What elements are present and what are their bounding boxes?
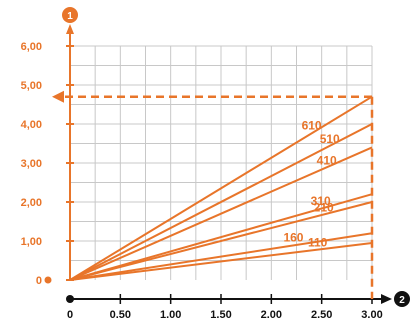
series-label-510: 510 [320, 132, 340, 146]
series-label-310: 310 [311, 194, 331, 208]
series-label-110: 110 [308, 236, 328, 250]
y-axis-marker-badge [62, 7, 78, 23]
series-label-210: 210 [314, 200, 334, 214]
x-origin-dot [66, 295, 74, 303]
x-tick-label: 0 [67, 309, 73, 321]
series-line-160 [69, 232, 373, 281]
x-tick-label: 1.00 [160, 309, 181, 321]
y-tick-label: 4,00 [21, 119, 42, 131]
axis-markers: 12 [62, 7, 410, 307]
y-tick-label: 5,00 [21, 80, 42, 92]
y-origin-dot [44, 276, 52, 284]
series-line-410 [69, 146, 373, 281]
series-line-310 [69, 193, 373, 281]
series-label-410: 410 [317, 153, 337, 167]
series-line-610 [69, 95, 373, 281]
x-axis-marker-badge [394, 291, 410, 307]
x-axis-arrow-icon [381, 294, 392, 304]
y-axis: 0 1,00 2,00 3,00 4,00 5,00 6,00 [21, 24, 74, 287]
x-axis: 0 0.50 1.00 1.50 2.00 2.50 3.00 [66, 294, 392, 321]
series-line-210 [69, 201, 373, 281]
series-lines [69, 95, 373, 281]
y-axis-arrow-icon [66, 24, 74, 34]
series-label-610: 610 [302, 118, 322, 132]
series-line-110 [69, 241, 373, 281]
y-tick-label: 6,00 [21, 41, 42, 53]
reference-arrow-icon [52, 90, 64, 103]
x-tick-label: 1.50 [210, 309, 231, 321]
x-axis-marker-label: 2 [399, 295, 405, 306]
reference-lines [52, 90, 374, 299]
x-tick-label: 2.00 [261, 309, 282, 321]
y-tick-label: 1,00 [21, 236, 42, 248]
x-tick-label: 2.50 [311, 309, 332, 321]
y-tick-label: 2,00 [21, 197, 42, 209]
y-axis-marker-label: 1 [67, 11, 73, 22]
series-line-510 [69, 123, 373, 281]
series-label-160: 160 [283, 230, 303, 244]
x-tick-label: 3.00 [361, 309, 382, 321]
y-tick-label: 3,00 [21, 158, 42, 170]
x-tick-label: 0.50 [110, 309, 131, 321]
y-tick-label: 0 [36, 275, 42, 287]
